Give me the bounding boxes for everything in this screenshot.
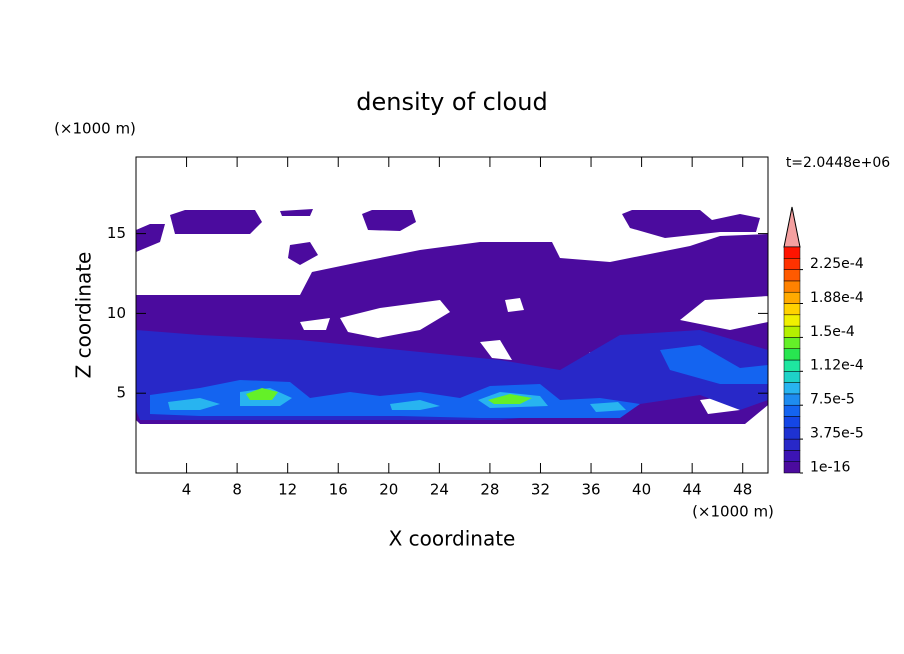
colorbar-band (783, 303, 801, 316)
chart-title: density of cloud (356, 88, 547, 116)
x-tick-label: 36 (581, 481, 600, 499)
colorbar-band (783, 382, 801, 395)
colorbar-tick-label: 1.88e-4 (810, 290, 864, 306)
colorbar-over (783, 206, 801, 248)
time-annotation: t=2.0448e+06 (786, 155, 890, 171)
colorbar-band (783, 371, 801, 383)
x-axis-label: X coordinate (389, 527, 516, 551)
x-tick-label: 4 (182, 481, 192, 499)
colorbar-tick-label: 7.5e-5 (810, 392, 855, 408)
colorbar-band (783, 438, 801, 451)
x-tick-label: 16 (329, 481, 348, 499)
colorbar-band (783, 450, 801, 462)
colorbar-tick-label: 3.75e-5 (810, 425, 864, 441)
x-tick-label: 32 (531, 481, 550, 499)
x-tick-label: 44 (683, 481, 702, 499)
colorbar-band (783, 280, 801, 293)
colorbar-tick-label: 1.5e-4 (810, 324, 855, 340)
colorbar-tick-label: 2.25e-4 (810, 256, 864, 272)
colorbar-band (783, 269, 801, 282)
y-tick-label: 5 (116, 384, 126, 402)
y-tick-label: 10 (107, 304, 126, 322)
colorbar-band (783, 359, 801, 372)
colorbar-tick-label: 1.12e-4 (810, 358, 864, 374)
colorbar-tick-label: 1e-16 (810, 459, 850, 475)
x-tick-label: 12 (278, 481, 297, 499)
y-unit: (×1000 m) (54, 120, 136, 138)
colorbar-band (783, 427, 801, 440)
colorbar-band (783, 337, 801, 349)
colorbar-band (783, 393, 801, 406)
colorbar-band (783, 314, 801, 327)
contour-region (168, 388, 626, 412)
contour-field (136, 209, 768, 424)
colorbar-band (783, 416, 801, 429)
x-tick-label: 20 (379, 481, 398, 499)
colorbar-band (783, 404, 801, 417)
colorbar-band (783, 246, 801, 259)
contour-region (136, 209, 760, 265)
colorbar-band (783, 325, 801, 338)
x-tick-label: 48 (733, 481, 752, 499)
y-axis-label: Z coordinate (72, 252, 96, 379)
colorbar-band (783, 258, 801, 270)
x-tick-label: 28 (480, 481, 499, 499)
x-tick-label: 40 (632, 481, 651, 499)
colorbar-band (783, 291, 801, 304)
x-tick-label: 24 (430, 481, 449, 499)
colorbar-band (783, 348, 801, 361)
contour-region (150, 345, 768, 418)
y-tick-label: 15 (107, 224, 126, 242)
plot-frame (135, 156, 769, 474)
colorbar-band (783, 461, 801, 474)
contour-region (246, 388, 532, 404)
x-unit: (×1000 m) (692, 503, 774, 521)
x-tick-label: 8 (232, 481, 242, 499)
